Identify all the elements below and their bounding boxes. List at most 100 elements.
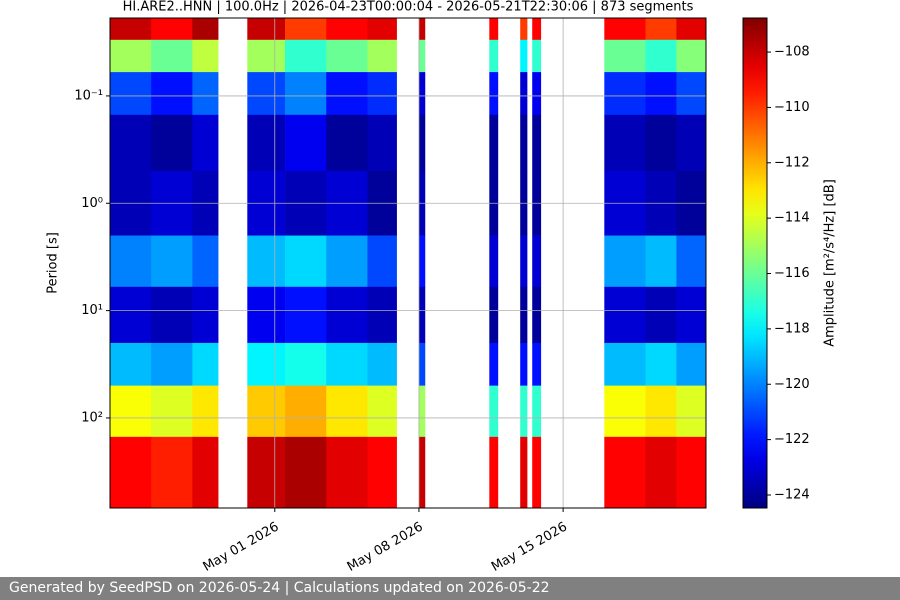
heatmap-cell bbox=[532, 72, 542, 116]
chart: HI.ARE2..HNN | 100.0Hz | 2026-04-23T00:0… bbox=[46, 0, 838, 575]
heatmap-cell bbox=[192, 39, 219, 73]
heatmap-cell bbox=[285, 18, 327, 41]
heatmap-cell bbox=[192, 385, 219, 438]
heatmap-cell bbox=[532, 385, 542, 438]
heatmap-cell bbox=[520, 286, 528, 344]
heatmap-cell bbox=[151, 39, 193, 73]
heatmap-cell bbox=[676, 72, 707, 116]
heatmap-cell bbox=[109, 72, 152, 116]
heatmap-cell bbox=[367, 235, 397, 288]
heatmap-cell bbox=[532, 235, 542, 288]
heatmap-cell bbox=[247, 385, 286, 438]
heatmap-cell bbox=[604, 235, 646, 288]
colorbar-tick-label: −108 bbox=[774, 45, 810, 60]
heatmap-cell bbox=[367, 72, 397, 116]
heatmap-cell bbox=[285, 72, 327, 116]
heatmap-cell bbox=[285, 342, 327, 386]
heatmap-cell bbox=[532, 18, 542, 41]
heatmap-cell bbox=[520, 18, 528, 41]
heatmap-cell bbox=[676, 235, 707, 288]
heatmap-cell bbox=[418, 385, 426, 438]
heatmap-cell bbox=[192, 114, 219, 172]
y-tick-label: 10¹ bbox=[81, 303, 103, 318]
heatmap-cell bbox=[285, 235, 327, 288]
heatmap-cell bbox=[285, 114, 327, 172]
heatmap-cell bbox=[109, 342, 152, 386]
heatmap-cell bbox=[192, 436, 219, 509]
colorbar-tick-label: −110 bbox=[774, 100, 810, 115]
x-tick-label: May 01 2026 bbox=[201, 520, 282, 575]
heatmap-cell bbox=[367, 286, 397, 344]
heatmap-cell bbox=[489, 18, 499, 41]
heatmap-cell bbox=[489, 286, 499, 344]
heatmap-cell bbox=[326, 18, 368, 41]
heatmap-cell bbox=[489, 436, 499, 509]
colorbar bbox=[742, 17, 768, 509]
heatmap-cell bbox=[151, 235, 193, 288]
heatmap-cell bbox=[489, 235, 499, 288]
heatmap-cell bbox=[489, 385, 499, 438]
x-tick-label: May 08 2026 bbox=[345, 520, 426, 575]
heatmap-cell bbox=[676, 286, 707, 344]
heatmap-cell bbox=[532, 436, 542, 509]
heatmap-cell bbox=[604, 39, 646, 73]
heatmap-cell bbox=[151, 114, 193, 172]
heatmap-cell bbox=[192, 18, 219, 41]
heatmap-cell bbox=[326, 72, 368, 116]
heatmap-cell bbox=[326, 342, 368, 386]
heatmap-cell bbox=[604, 385, 646, 438]
heatmap-cell bbox=[109, 235, 152, 288]
heatmap-cell bbox=[285, 385, 327, 438]
heatmap-cell bbox=[645, 286, 677, 344]
heatmap-cell bbox=[604, 18, 646, 41]
heatmap-cell bbox=[109, 286, 152, 344]
heatmap-cell bbox=[285, 436, 327, 509]
heatmap-cell bbox=[520, 385, 528, 438]
heatmap-cell bbox=[247, 235, 286, 288]
y-axis-label: Period [s] bbox=[46, 232, 61, 294]
chart-title: HI.ARE2..HNN | 100.0Hz | 2026-04-23T00:0… bbox=[123, 0, 694, 15]
heatmap-cell bbox=[109, 39, 152, 73]
heatmap-cell bbox=[520, 72, 528, 116]
colorbar-tick-label: −124 bbox=[774, 487, 810, 502]
heatmap-cell bbox=[676, 114, 707, 172]
heatmap-cell bbox=[192, 286, 219, 344]
heatmap-cell bbox=[489, 114, 499, 172]
heatmap-cell bbox=[532, 286, 542, 344]
heatmap-cell bbox=[247, 114, 286, 172]
heatmap-cell bbox=[645, 114, 677, 172]
heatmap-cell bbox=[367, 436, 397, 509]
heatmap-cell bbox=[532, 39, 542, 73]
heatmap-cell bbox=[326, 385, 368, 438]
heatmap-cell bbox=[418, 39, 426, 73]
heatmap-cell bbox=[109, 18, 152, 41]
y-tick-label: 10² bbox=[81, 410, 103, 425]
heatmap-cell bbox=[489, 39, 499, 73]
heatmap-cell bbox=[192, 235, 219, 288]
heatmap-cell bbox=[151, 286, 193, 344]
heatmap-cell bbox=[109, 114, 152, 172]
heatmap-cell bbox=[247, 436, 286, 509]
heatmap-cell bbox=[604, 72, 646, 116]
heatmap-cell bbox=[285, 286, 327, 344]
heatmap-cell bbox=[326, 39, 368, 73]
heatmap-cell bbox=[532, 342, 542, 386]
heatmap-cell bbox=[247, 342, 286, 386]
heatmap-cell bbox=[367, 342, 397, 386]
heatmap-cell bbox=[326, 436, 368, 509]
heatmap-cell bbox=[109, 385, 152, 438]
heatmap-cell bbox=[532, 114, 542, 172]
plot-frame bbox=[109, 17, 707, 509]
heatmap-cell bbox=[489, 342, 499, 386]
colorbar-tick-label: −118 bbox=[774, 321, 810, 336]
heatmap-cell bbox=[520, 235, 528, 288]
heatmap-cell bbox=[645, 72, 677, 116]
heatmap-cell bbox=[151, 342, 193, 386]
heatmap-cell bbox=[520, 436, 528, 509]
heatmap-cell bbox=[645, 436, 677, 509]
heatmap-cell bbox=[418, 286, 426, 344]
heatmap-cell bbox=[604, 342, 646, 386]
heatmap-cell bbox=[326, 235, 368, 288]
heatmap-cell bbox=[520, 39, 528, 73]
heatmap-cell bbox=[604, 114, 646, 172]
